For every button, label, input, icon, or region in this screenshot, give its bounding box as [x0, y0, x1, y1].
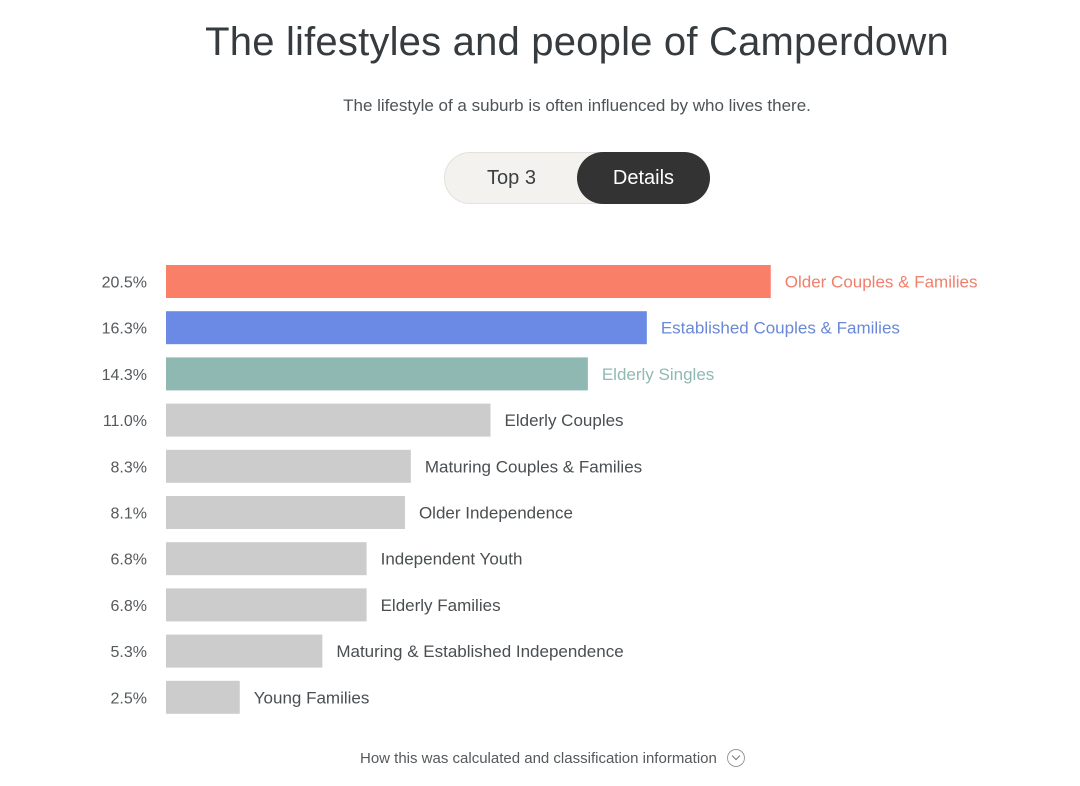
toggle-top3-button[interactable]: Top 3	[487, 167, 536, 189]
bar-maturing-and-established-independence	[166, 634, 323, 668]
bar-elderly-couples	[166, 403, 491, 437]
category-label-young-families: Young Families	[254, 688, 370, 707]
lifestyle-bar-chart: 20.5% Older Couples & Families 16.3% Establ…	[102, 265, 978, 714]
bar-elderly-families	[166, 588, 367, 622]
value-label-older-couples-and-families: 20.5%	[102, 275, 147, 292]
value-label-maturing-couples-and-families: 8.3%	[111, 459, 147, 476]
value-label-elderly-families: 6.8%	[111, 598, 147, 615]
value-label-elderly-singles: 14.3%	[102, 367, 147, 384]
calculation-info-link[interactable]: How this was calculated and classificati…	[360, 746, 745, 770]
bar-young-families	[166, 680, 240, 714]
category-label-elderly-singles: Elderly Singles	[602, 365, 714, 384]
bar-elderly-singles	[166, 357, 588, 391]
chevron-down-icon[interactable]	[726, 749, 745, 767]
category-label-maturing-and-established-independence: Maturing & Established Independence	[336, 642, 623, 661]
category-label-independent-youth: Independent Youth	[381, 550, 523, 569]
page-subtitle: The lifestyle of a suburb is often influ…	[343, 96, 811, 115]
bar-established-couples-and-families	[166, 311, 647, 345]
calculation-info-text: How this was calculated and classificati…	[360, 749, 717, 767]
category-label-elderly-couples: Elderly Couples	[505, 411, 624, 430]
value-label-young-families: 2.5%	[111, 690, 147, 707]
category-label-elderly-families: Elderly Families	[381, 596, 501, 615]
value-label-elderly-couples: 11.0%	[103, 413, 147, 430]
bar-independent-youth	[166, 542, 367, 576]
page-title: The lifestyles and people of Camperdown	[205, 20, 949, 64]
value-label-independent-youth: 6.8%	[111, 552, 147, 569]
bar-older-couples-and-families	[166, 265, 771, 298]
value-label-older-independence: 8.1%	[111, 506, 147, 523]
bar-older-independence	[166, 496, 405, 529]
toggle-details-button[interactable]: Details	[577, 152, 710, 204]
view-toggle: Top 3 Details	[444, 152, 710, 204]
bar-maturing-couples-and-families	[166, 449, 411, 483]
category-label-older-independence: Older Independence	[419, 504, 573, 523]
category-label-older-couples-and-families: Older Couples & Families	[785, 273, 978, 292]
value-label-maturing-and-established-independence: 5.3%	[111, 644, 147, 661]
value-label-established-couples-and-families: 16.3%	[102, 321, 147, 338]
category-label-maturing-couples-and-families: Maturing Couples & Families	[425, 457, 642, 476]
category-label-established-couples-and-families: Established Couples & Families	[661, 319, 900, 338]
